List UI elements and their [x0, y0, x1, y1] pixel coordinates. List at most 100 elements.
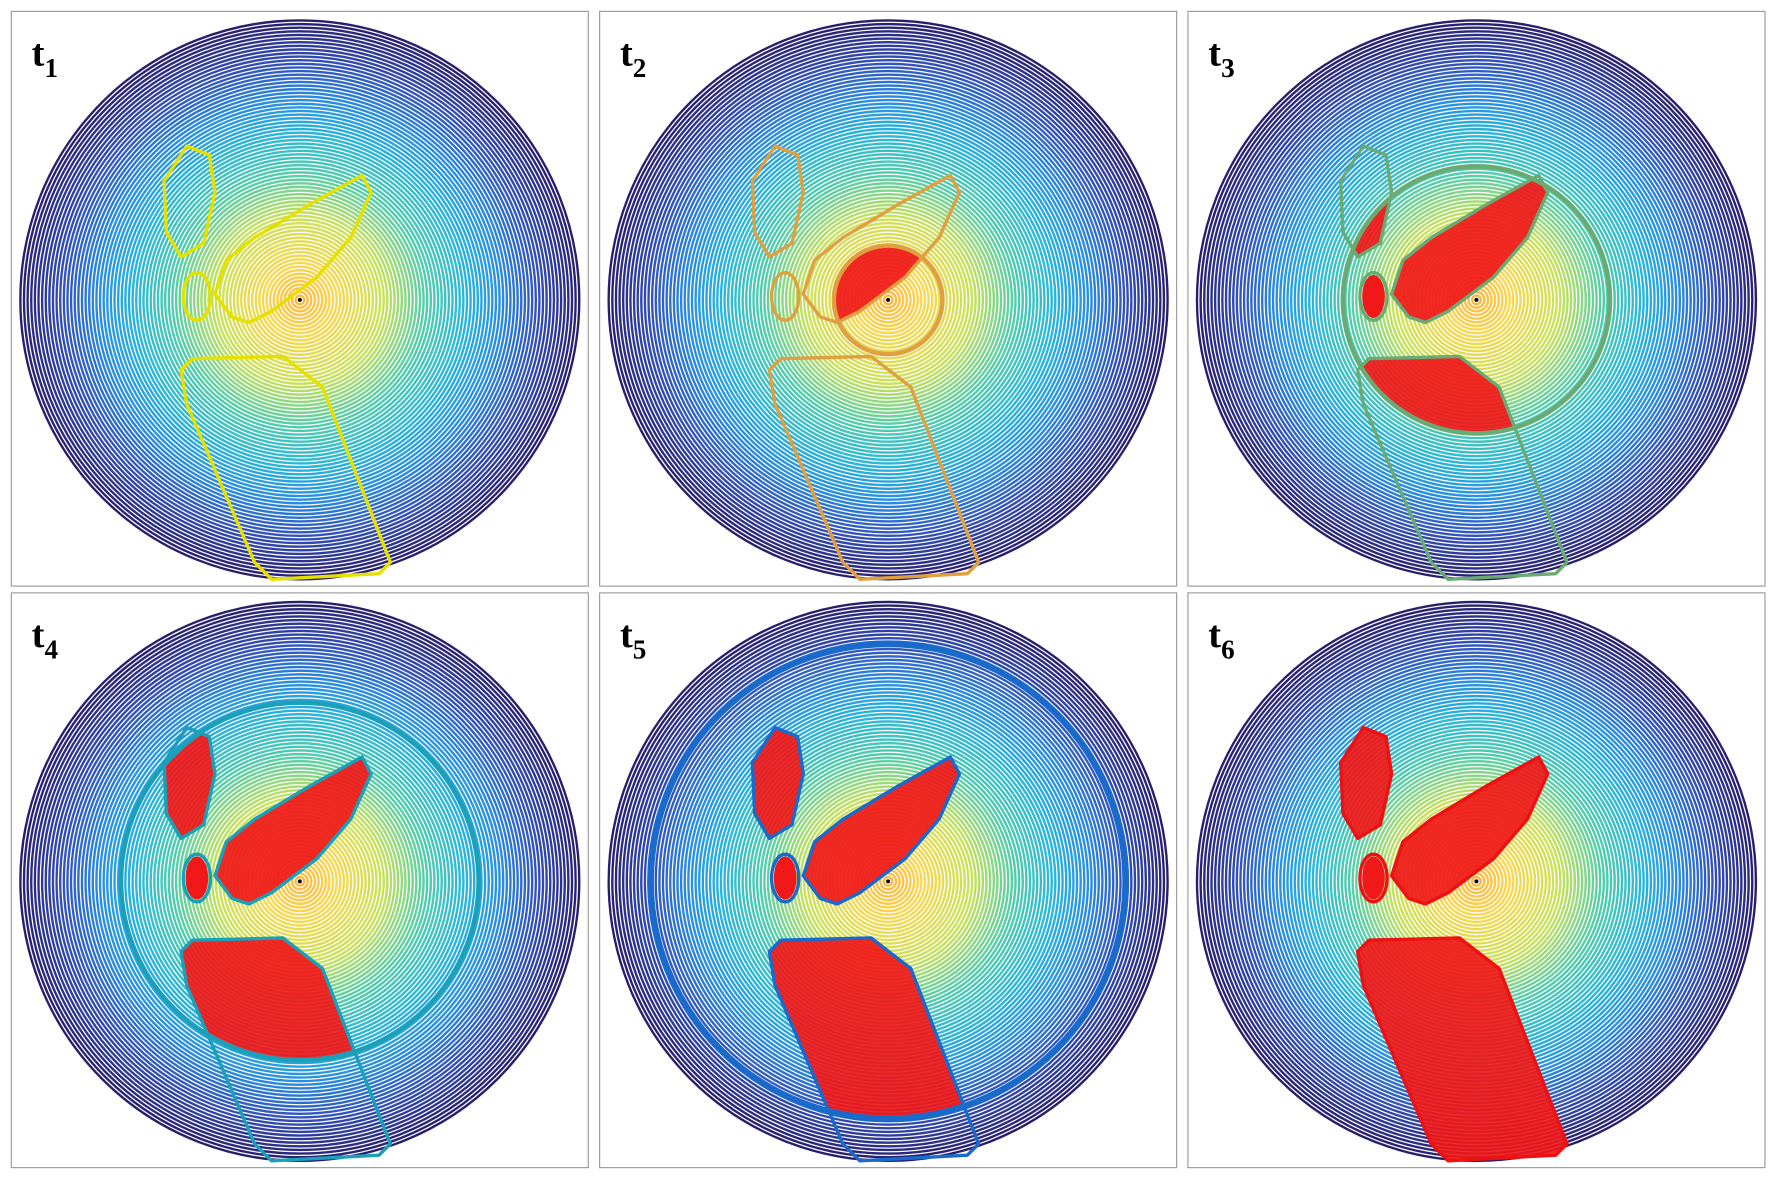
region-outline — [181, 852, 213, 904]
panel-label: t4 — [32, 614, 59, 664]
panel-label: t2 — [620, 33, 646, 83]
contour-ring — [77, 77, 523, 523]
red-regions — [164, 727, 391, 1061]
region-outline — [1355, 936, 1569, 1163]
contour-ring — [1264, 88, 1689, 512]
contour-ring — [647, 59, 1129, 541]
contour-ring — [813, 225, 963, 375]
front-circle — [118, 700, 481, 1063]
contour-ring — [98, 680, 501, 1083]
panel: t6 — [1187, 592, 1766, 1169]
contour-ring — [737, 149, 1039, 451]
contour-ring — [824, 236, 952, 364]
contour-ring — [254, 254, 346, 346]
contour-ring — [712, 124, 1064, 476]
contour-ring — [719, 131, 1057, 469]
region-outline — [213, 755, 373, 906]
contour-ring — [250, 250, 349, 349]
red-region — [1362, 856, 1385, 900]
contour-ring — [614, 26, 1162, 574]
contour-ring — [629, 40, 1148, 559]
contour-ring — [716, 127, 1061, 472]
contour-ring — [87, 669, 512, 1094]
contour-ring — [1253, 77, 1700, 523]
contour-ring — [1289, 113, 1663, 487]
contour-ring — [59, 59, 541, 541]
contour-ring — [752, 164, 1024, 436]
contour-ring — [1232, 55, 1721, 545]
contour-ring — [77, 658, 523, 1105]
contour-ring — [30, 611, 570, 1152]
contour-ring — [66, 647, 534, 1115]
panel-label-letter: t — [32, 33, 45, 75]
contour-ring — [102, 684, 498, 1079]
red-region — [181, 937, 391, 1061]
contour-ring — [138, 138, 461, 462]
contour-ring — [33, 33, 566, 567]
contour-ring — [44, 626, 556, 1137]
contour-ring — [1297, 120, 1656, 480]
red-region — [1357, 356, 1567, 434]
contour-ring — [643, 636, 1133, 1126]
contour-ring — [698, 109, 1079, 490]
contour-ring — [268, 269, 331, 331]
contour-ring — [1470, 294, 1482, 306]
contour-ring — [221, 221, 378, 378]
contour-ring — [106, 687, 494, 1076]
contour-ring — [1221, 44, 1732, 556]
region-outline — [750, 144, 805, 259]
region-outline — [213, 173, 373, 325]
contour-ring — [106, 106, 494, 494]
contour-ring — [1268, 91, 1685, 509]
contour-ring — [683, 95, 1093, 505]
contour-ring — [294, 294, 306, 306]
contour-ring — [1318, 142, 1634, 458]
panel-label-letter: t — [1208, 33, 1221, 75]
panel-label-subscript: 5 — [633, 635, 647, 665]
contour-ring — [1329, 153, 1624, 447]
contour-ring — [261, 261, 338, 338]
contour-ring — [149, 149, 451, 451]
contour-ring — [116, 698, 483, 1065]
contour-ring — [22, 22, 577, 577]
region-outline — [1389, 755, 1550, 906]
contour-ring — [22, 604, 577, 1159]
contour-ring — [1246, 69, 1707, 530]
contour-ring — [802, 214, 974, 386]
contour-ring — [276, 276, 324, 324]
contour-ring — [62, 62, 538, 538]
contour-ring — [766, 178, 1010, 422]
contour-ring — [1242, 66, 1711, 534]
region-outline — [1389, 173, 1550, 325]
contour-ring — [247, 247, 353, 353]
contour-ring — [73, 655, 527, 1108]
contour-ring — [784, 196, 992, 404]
contour-ring — [821, 232, 956, 367]
contour-ring — [1293, 116, 1660, 483]
panel-label-subscript: 6 — [1221, 635, 1235, 665]
red-region — [1391, 756, 1548, 905]
contour-ring — [781, 193, 995, 407]
contour-ring — [69, 651, 530, 1112]
contour-ring — [788, 200, 988, 400]
contour-ring — [734, 145, 1043, 454]
contour-ring — [1271, 95, 1682, 505]
contour-ring — [701, 113, 1075, 487]
red-region — [214, 756, 372, 905]
contour-ring — [69, 69, 530, 530]
contour-ring — [1300, 124, 1653, 476]
contour-ring — [1286, 109, 1667, 490]
contour-ring — [1326, 149, 1627, 451]
panel-label-letter: t — [1208, 614, 1221, 656]
source-point — [297, 297, 302, 302]
contour-ring — [1235, 59, 1718, 541]
contour-ring — [91, 673, 509, 1090]
contour-ring — [810, 221, 967, 378]
contour-ring — [694, 106, 1082, 494]
contour-ring — [882, 875, 894, 887]
contour-ring — [625, 618, 1151, 1144]
front-circle — [1340, 164, 1613, 436]
region-outline — [769, 271, 801, 322]
panel-label: t1 — [32, 33, 58, 83]
region-outline — [1358, 271, 1389, 322]
